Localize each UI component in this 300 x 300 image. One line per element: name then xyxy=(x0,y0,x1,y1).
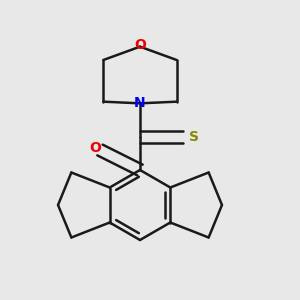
Text: O: O xyxy=(89,141,101,155)
Text: O: O xyxy=(134,38,146,52)
Text: S: S xyxy=(189,130,199,144)
Text: N: N xyxy=(134,96,146,110)
